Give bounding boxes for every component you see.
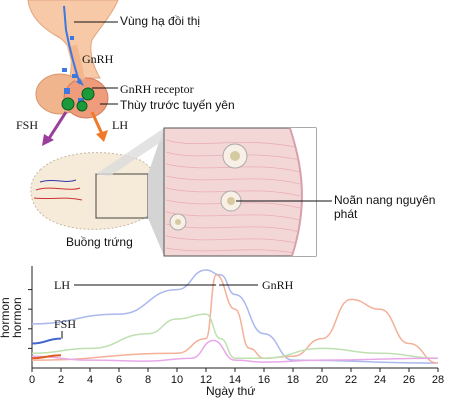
chart-annotation-lh: LH (54, 278, 70, 292)
x-tick-label: 4 (87, 374, 93, 386)
anatomy-illustration (27, 0, 332, 257)
x-tick-label: 6 (116, 374, 122, 386)
x-tick-label: 28 (432, 374, 444, 386)
x-tick-label: 18 (287, 374, 299, 386)
follicle-label-1: Noãn nang nguyên (334, 193, 436, 207)
chart-annotation-fsh: FSH (54, 317, 77, 331)
follicle-label-2: phát (334, 207, 358, 221)
gnrh-receptor-icon (81, 87, 95, 101)
x-tick-label: 16 (258, 374, 270, 386)
x-tick-label: 8 (145, 374, 151, 386)
chart-annotation-gnrh: GnRH (262, 278, 294, 292)
fsh-arrow (46, 111, 68, 141)
series-line-5 (31, 354, 62, 360)
lh-label: LH (112, 118, 128, 132)
gnrh-arrow (63, 5, 81, 85)
x-tick-label: 14 (229, 374, 241, 386)
receptor-blue-1 (64, 88, 70, 94)
gnrh-receptor-label: GnRH receptor (120, 82, 194, 96)
series-line-3 (31, 339, 439, 363)
x-tick-label: 22 (345, 374, 357, 386)
x-tick-label: 0 (29, 374, 35, 386)
series-line-1 (31, 274, 439, 364)
x-tick-label: 24 (374, 374, 386, 386)
x-tick-label: 2 (58, 374, 64, 386)
x-axis-label: Ngày thứ (206, 384, 256, 398)
x-tick-label: 10 (171, 374, 183, 386)
anterior-pituitary-label: Thùy trước tuyến yên (120, 98, 235, 112)
hypothalamus-label: Vùng hạ đồi thị (120, 14, 201, 28)
series-line-4 (31, 337, 62, 345)
series-line-0 (31, 269, 439, 364)
x-tick-label: 12 (200, 374, 212, 386)
gnrh-label: GnRH (82, 52, 114, 66)
lh-arrow (90, 111, 104, 135)
fsh-label: FSH (16, 118, 39, 132)
x-tick-label: 26 (403, 374, 415, 386)
x-tick-label: 20 (316, 374, 328, 386)
series-line-2 (31, 313, 439, 359)
ovary-label: Buồng trứng (66, 235, 133, 249)
y-axis-label-2: hormon (10, 297, 24, 338)
